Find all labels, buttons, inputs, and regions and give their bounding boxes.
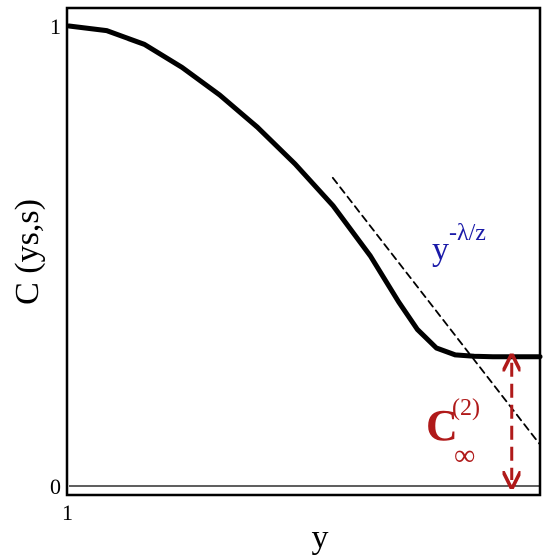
y-tick-label-1: 1 [50, 14, 61, 39]
x-tick-label-1: 1 [62, 500, 73, 525]
plateau-superscript: (2) [452, 395, 480, 421]
plateau-subscript: ∞ [454, 439, 475, 472]
plateau-annotation: C ∞ (2) [426, 363, 512, 480]
power-law-base: y [432, 231, 449, 268]
y-axis-title: C (ys,s) [9, 199, 46, 305]
plot-frame [65, 6, 542, 497]
power-law-annotation: y -λ/z [432, 220, 486, 268]
correlation-curve [66, 23, 543, 360]
x-axis-title: y [312, 519, 329, 556]
plateau-symbol: C [426, 401, 458, 450]
power-law-exponent: -λ/z [449, 220, 486, 246]
y-tick-label-0: 0 [50, 474, 61, 499]
